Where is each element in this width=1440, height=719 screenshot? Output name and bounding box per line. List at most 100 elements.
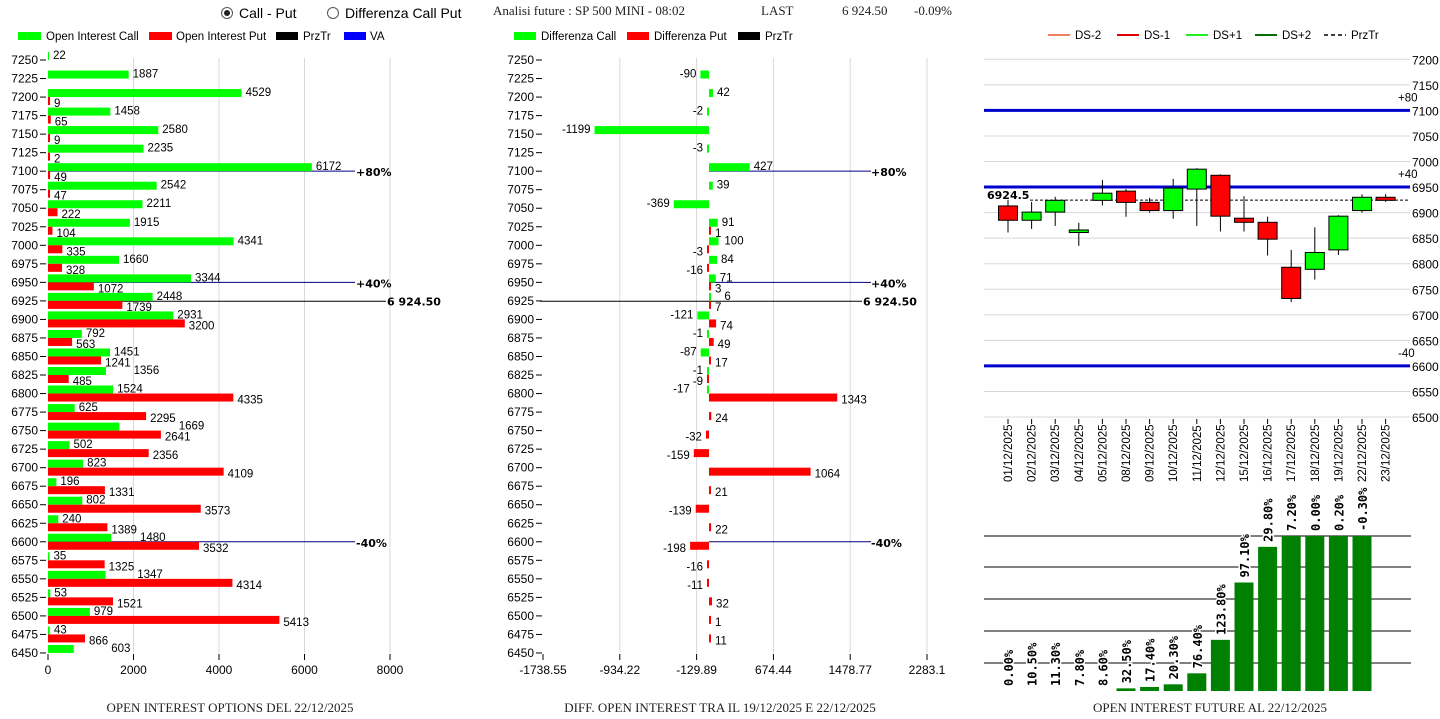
diff-put-bar	[693, 449, 710, 458]
diff-put-value-label: 1064	[815, 469, 841, 481]
call-value-label: 2448	[157, 291, 183, 303]
x-date-label: 08/12/2025	[1121, 424, 1133, 482]
x-date-label: 01/12/2025	[1003, 424, 1015, 482]
call-value-label: 2580	[162, 124, 188, 136]
put-bar	[48, 393, 234, 402]
put-bar	[48, 615, 280, 624]
oi-percent-label: 0.00%	[1309, 494, 1323, 531]
y-tick-label: 6800	[11, 387, 38, 401]
put-value-label: 328	[66, 265, 85, 277]
diff-put-value-label: 22	[715, 524, 728, 536]
y-tick-label: 6775	[11, 405, 38, 419]
y-tick-label: 6475	[507, 627, 534, 641]
call-bar	[48, 329, 82, 338]
oi-percent-label: 29.80%	[1262, 498, 1276, 542]
y-tick-label: 6675	[507, 479, 534, 493]
put-bar	[48, 412, 147, 421]
analysis-title: Analisi future : SP 500 MINI - 08:02	[493, 3, 685, 18]
diff-call-value-label: -87	[680, 346, 697, 358]
diff-put-value-label: 7	[715, 302, 721, 314]
put-bar	[48, 97, 50, 106]
y-tick-label: 6975	[11, 257, 38, 271]
call-bar	[48, 496, 83, 505]
radio-differenza-label: Differenza Call Put	[345, 5, 462, 21]
diff-call-bar	[707, 144, 710, 153]
call-bar	[48, 459, 84, 468]
y-tick-label: 6925	[11, 294, 38, 308]
call-bar	[48, 144, 144, 153]
y-tick-label: 6625	[507, 516, 534, 530]
call-bar	[48, 200, 143, 209]
call-value-label: 1347	[137, 569, 163, 581]
x-date-label: 04/12/2025	[1074, 424, 1086, 482]
candle-body	[1257, 221, 1278, 240]
candle-body	[1328, 215, 1349, 251]
x-date-label: 15/12/2025	[1239, 424, 1251, 482]
put-bar	[48, 597, 114, 606]
oi-bar	[1187, 673, 1207, 691]
va-level-label: +80%	[871, 166, 907, 179]
y-tick-label: 6950	[507, 275, 534, 289]
put-bar	[48, 208, 58, 217]
call-value-label: 1669	[179, 421, 205, 433]
put-value-label: 563	[76, 339, 95, 351]
oi-bar	[1328, 536, 1348, 691]
call-bar	[48, 52, 49, 60]
diff-call-bar	[707, 329, 710, 338]
x-tick-label: 674.44	[755, 663, 792, 677]
call-bar	[48, 607, 90, 616]
put-bar	[48, 578, 233, 587]
diff-put-bar	[705, 430, 710, 439]
legend-swatch-call	[18, 32, 41, 40]
x-tick-label: -129.89	[676, 663, 717, 677]
oi-bar	[1210, 639, 1230, 691]
put-value-label: 104	[56, 228, 76, 240]
diff-put-value-label: 74	[720, 320, 733, 332]
call-bar	[48, 181, 157, 190]
diff-put-value-label: 21	[715, 487, 728, 499]
diff-call-bar	[709, 255, 718, 264]
diff-call-value-label: 84	[721, 254, 734, 266]
y-tick-label: 6875	[11, 331, 38, 345]
put-bar	[48, 504, 201, 513]
call-value-label: 2931	[177, 309, 203, 321]
call-value-label: 823	[87, 458, 106, 470]
put-value-label: 1241	[105, 357, 131, 369]
radio-unselected-indicator[interactable]	[327, 7, 339, 19]
diff-call-bar	[709, 274, 716, 283]
x-tick-label: 2283.1	[909, 663, 946, 677]
diff-put-value-label: 1	[715, 617, 721, 629]
future-open-interest-chart: 0.00% 10.50% 11.30% 7.80% 8.60% 32.50% 17.40% 2…	[984, 485, 1411, 691]
oi-percent-label: 97.10%	[1238, 533, 1252, 577]
radio-differenza-call-put[interactable]: Differenza Call Put	[327, 5, 461, 21]
diff-call-value-label: -2	[693, 106, 703, 118]
oi-bar	[1305, 536, 1325, 691]
x-date-label: 18/12/2025	[1310, 424, 1322, 482]
call-value-label: 53	[54, 587, 67, 599]
x-date-label: 17/12/2025	[1286, 424, 1298, 482]
radio-selected-indicator[interactable]	[221, 7, 233, 19]
call-value-label: 1524	[117, 384, 143, 396]
put-bar	[48, 226, 53, 235]
x-date-label: 03/12/2025	[1050, 424, 1062, 482]
legend-swatch-va	[344, 32, 366, 40]
chart-title-diff: DIFF. OPEN INTEREST TRA IL 19/12/2025 E …	[564, 700, 875, 715]
va-level-label: -40%	[871, 537, 902, 550]
y-tick-label: 6750	[507, 424, 534, 438]
level-label: -40	[1398, 348, 1415, 360]
oi-bar	[1281, 536, 1301, 691]
y-tick-label: 6525	[11, 590, 38, 604]
call-value-label: 1887	[133, 69, 159, 81]
diff-put-bar	[707, 263, 710, 272]
diff-put-bar	[709, 393, 838, 402]
va-level-label: +80%	[356, 166, 392, 179]
put-bar	[48, 375, 69, 384]
candle-body	[1234, 217, 1254, 223]
put-bar	[48, 282, 94, 291]
y-tick-label: 6500	[1412, 411, 1439, 425]
y-tick-label: 6625	[11, 516, 38, 530]
oi-percent-label: 10.50%	[1026, 642, 1040, 686]
radio-call-put-label: Call - Put	[239, 5, 297, 21]
put-bar	[48, 171, 51, 180]
radio-call-put[interactable]: Call - Put	[221, 5, 297, 21]
